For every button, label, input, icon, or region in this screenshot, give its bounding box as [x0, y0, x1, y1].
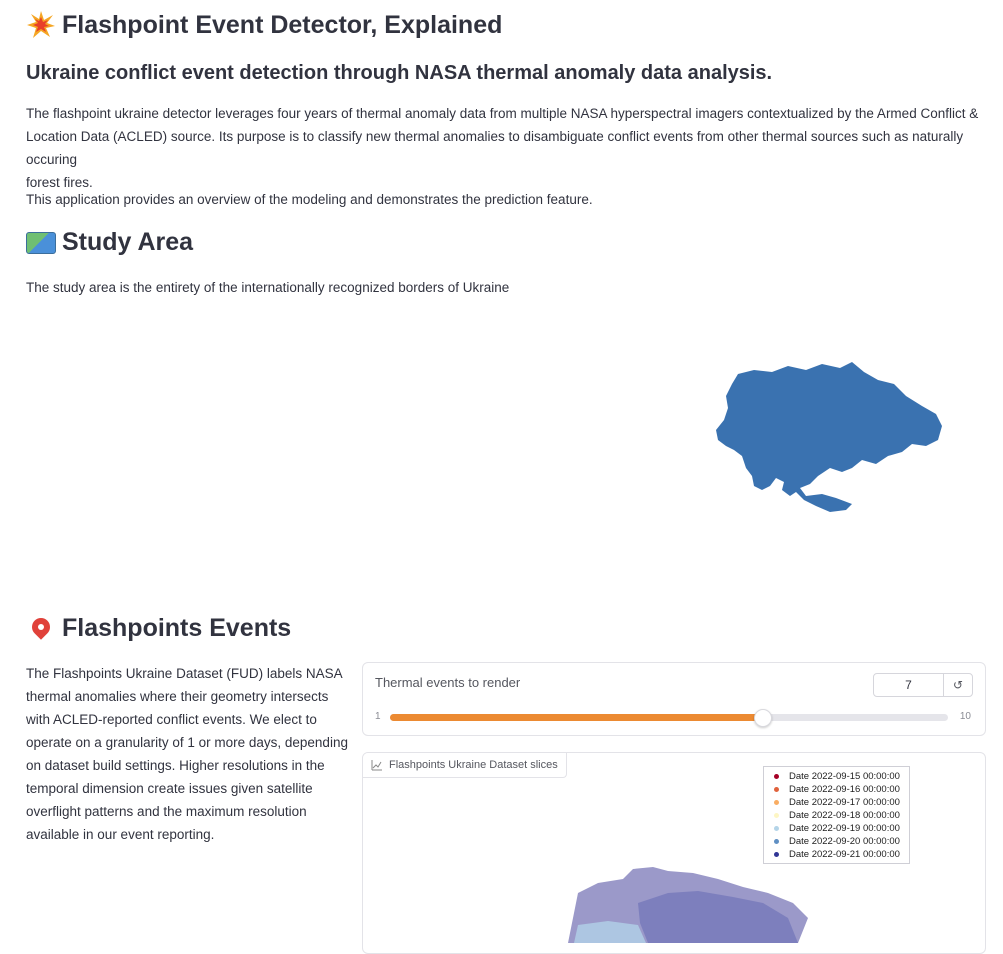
page-subtitle: Ukraine conflict event detection through…: [26, 62, 773, 84]
legend-entry: Date 2022-09-16 00:00:00: [764, 783, 909, 796]
flashpoints-line: available in our event reporting.: [26, 827, 215, 842]
slider-max: 10: [959, 711, 971, 722]
legend-entry: Date 2022-09-21 00:00:00: [764, 848, 909, 861]
legend-label: Date 2022-09-16 00:00:00: [789, 784, 900, 795]
legend-label: Date 2022-09-21 00:00:00: [789, 849, 900, 860]
legend-label: Date 2022-09-18 00:00:00: [789, 810, 900, 821]
legend-label: Date 2022-09-15 00:00:00: [789, 771, 900, 782]
slider-min: 1: [375, 711, 381, 722]
chart-tab-label: Flashpoints Ukraine Dataset slices: [389, 759, 558, 771]
flashpoints-line: with ACLED-reported conflict events. We …: [26, 712, 317, 727]
flashpoints-line: thermal anomalies where their geometry i…: [26, 689, 329, 704]
legend-entry: Date 2022-09-18 00:00:00: [764, 809, 909, 822]
world-map-icon: [26, 231, 56, 254]
slider-card: Thermal events to render 7 ↺ 1 10: [362, 662, 986, 736]
flashpoints-line: temporal dimension create issues given s…: [26, 781, 313, 796]
study-area-heading: Study Area: [26, 228, 193, 257]
legend-label: Date 2022-09-20 00:00:00: [789, 836, 900, 847]
legend-dot: [774, 813, 779, 818]
legend-label: Date 2022-09-19 00:00:00: [789, 823, 900, 834]
ukraine-shape: [716, 362, 942, 512]
chart-card: Flashpoints Ukraine Dataset slices Date …: [362, 752, 986, 954]
legend-dot: [774, 800, 779, 805]
number-input[interactable]: 7 ↺: [873, 673, 973, 697]
slider-fill: [390, 714, 763, 721]
study-area-title: Study Area: [62, 228, 194, 256]
chart-icon: [371, 760, 382, 771]
chart-tab[interactable]: Flashpoints Ukraine Dataset slices: [363, 753, 567, 778]
legend-label: Date 2022-09-17 00:00:00: [789, 797, 900, 808]
page-title: Flashpoint Event Detector, Explained: [26, 10, 502, 40]
regions-map[interactable]: [568, 863, 828, 943]
legend-dot: [774, 852, 779, 857]
legend-entry: Date 2022-09-17 00:00:00: [764, 796, 909, 809]
legend-dot: [774, 787, 779, 792]
legend-dot: [774, 839, 779, 844]
flashpoints-line: operate on a granularity of 1 or more da…: [26, 735, 348, 750]
slider-handle[interactable]: [754, 709, 773, 727]
region-shape: [638, 891, 798, 943]
number-input-value[interactable]: 7: [874, 674, 944, 696]
intro-line-3: forest fires.: [26, 175, 93, 190]
legend-entry: Date 2022-09-19 00:00:00: [764, 822, 909, 835]
ukraine-map[interactable]: [712, 360, 948, 516]
flashpoints-line: The Flashpoints Ukraine Dataset (FUD) la…: [26, 666, 343, 681]
flashpoints-heading: Flashpoints Events: [26, 613, 292, 643]
intro-line-1: The flashpoint ukraine detector leverage…: [26, 106, 979, 121]
page-title-text: Flashpoint Event Detector, Explained: [62, 10, 503, 39]
collision-icon: [27, 11, 55, 38]
flashpoints-line: on dataset build settings. Higher resolu…: [26, 758, 325, 773]
region-shape: [574, 921, 646, 943]
intro-line-2: Location Data (ACLED) source. Its purpos…: [26, 129, 964, 167]
legend-entry: Date 2022-09-20 00:00:00: [764, 835, 909, 848]
slider-track[interactable]: [390, 709, 948, 727]
flashpoints-line: overflight patterns and the maximum reso…: [26, 804, 307, 819]
flashpoints-text: The Flashpoints Ukraine Dataset (FUD) la…: [26, 662, 356, 846]
intro-paragraph: The flashpoint ukraine detector leverage…: [26, 102, 996, 194]
reset-icon[interactable]: ↺: [952, 678, 964, 692]
legend-dot: [774, 774, 779, 779]
slider-label: Thermal events to render: [375, 675, 521, 690]
flashpoints-title: Flashpoints Events: [62, 614, 292, 642]
pin-icon: [28, 613, 54, 640]
study-area-text: The study area is the entirety of the in…: [26, 280, 510, 295]
intro-paragraph-2: This application provides an overview of…: [26, 192, 593, 207]
legend-entry: Date 2022-09-15 00:00:00: [764, 770, 909, 783]
legend-dot: [774, 826, 779, 831]
chart-legend: Date 2022-09-15 00:00:00 Date 2022-09-16 …: [763, 766, 910, 864]
